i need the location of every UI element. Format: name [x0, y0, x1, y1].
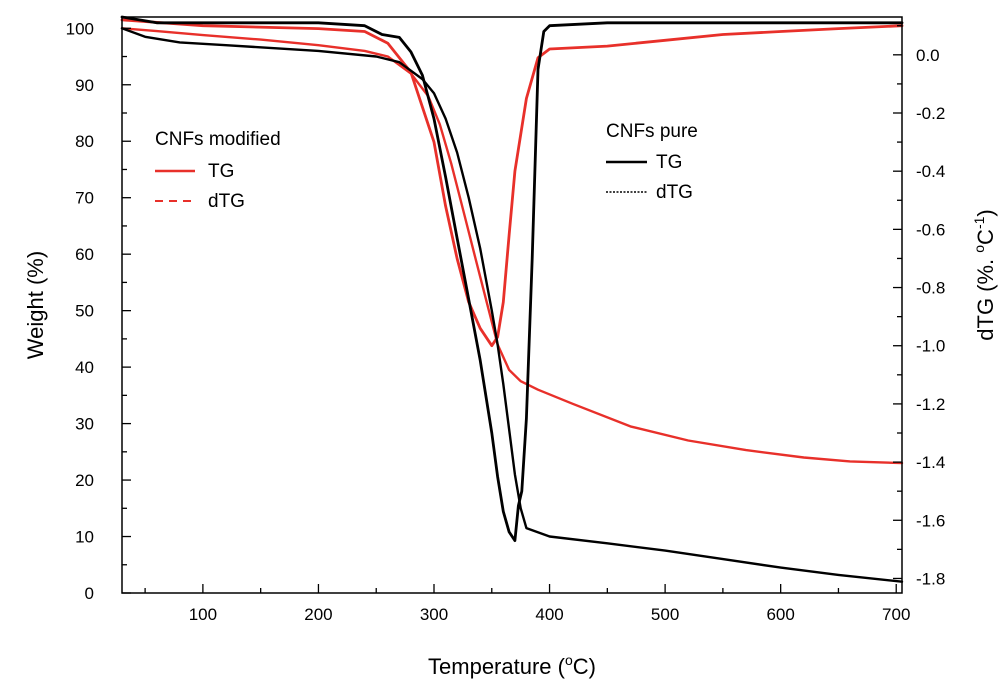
x-tick-label: 700	[882, 605, 910, 624]
x-tick-label: 400	[535, 605, 563, 624]
legend-modified: CNFs modified TG dTG	[155, 129, 281, 212]
y-left-tick-label: 0	[85, 584, 94, 603]
y-right-tick-label: 0.0	[916, 46, 940, 65]
legend-modified-title: CNFs modified	[155, 129, 281, 150]
series-line-2	[120, 27, 904, 583]
series-layer	[120, 15, 904, 583]
x-tick-label: 500	[651, 605, 679, 624]
plot-frame	[121, 16, 903, 594]
x-tick-label: 600	[766, 605, 794, 624]
y-left-axis-title: Weight (%)	[23, 251, 48, 359]
y-right-tick-label: -0.2	[916, 104, 945, 123]
y-right-tick-label: -1.8	[916, 569, 945, 588]
legend-modified-dtg-label: dTG	[208, 191, 245, 212]
y-left-tick-label: 80	[75, 132, 94, 151]
y-right-tick-label: -0.6	[916, 220, 945, 239]
series-line-1	[120, 18, 904, 348]
ticks-layer: 100 200 300 400 500 600 700 0 10 20 30 40 50 60 70 80 90…	[66, 19, 946, 624]
legend-pure: CNFs pure TG dTG	[606, 121, 698, 203]
y-left-tick-label: 10	[75, 528, 94, 547]
x-tick-label: 100	[189, 605, 217, 624]
legend-pure-dtg-label: dTG	[656, 182, 693, 203]
y-left-tick-label: 50	[75, 302, 94, 321]
y-left-tick-label: 100	[66, 19, 94, 38]
legend-pure-title: CNFs pure	[606, 121, 698, 142]
y-left-tick-label: 20	[75, 471, 94, 490]
legend-pure-tg-label: TG	[656, 152, 682, 173]
y-left-tick-label: 90	[75, 76, 94, 95]
y-right-axis-title: dTG (%. oC-1)	[971, 209, 998, 340]
y-right-tick-label: -1.0	[916, 337, 945, 356]
y-right-tick-label: -0.8	[916, 279, 945, 298]
y-right-tick-label: -1.6	[916, 511, 945, 530]
x-tick-label: 200	[304, 605, 332, 624]
legend-modified-tg-label: TG	[208, 161, 234, 182]
y-right-tick-label: -1.4	[916, 453, 945, 472]
x-axis-title: Temperature (oC)	[428, 652, 596, 679]
x-tick-label: 300	[420, 605, 448, 624]
y-right-tick-label: -1.2	[916, 395, 945, 414]
y-left-tick-label: 40	[75, 358, 94, 377]
y-left-tick-label: 30	[75, 415, 94, 434]
series-line-0	[120, 27, 904, 465]
y-right-tick-label: -0.4	[916, 162, 945, 181]
series-line-3	[120, 15, 904, 542]
y-left-tick-label: 60	[75, 245, 94, 264]
y-left-tick-label: 70	[75, 189, 94, 208]
